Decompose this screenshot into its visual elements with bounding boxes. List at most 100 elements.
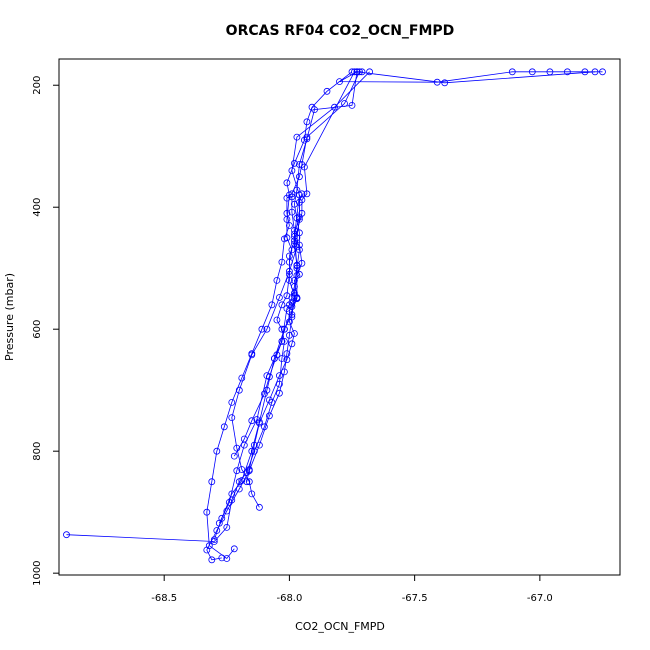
data-point — [218, 514, 226, 522]
data-point — [283, 179, 291, 187]
data-point — [263, 386, 271, 394]
data-point — [208, 478, 216, 486]
data-point — [599, 68, 606, 76]
series-line — [231, 71, 370, 508]
data-point — [213, 447, 221, 455]
data-point — [591, 68, 599, 76]
chart-title: ORCAS RF04 CO2_OCN_FMPD — [226, 23, 455, 39]
data-point — [288, 294, 296, 301]
data-point — [298, 161, 306, 168]
data-point — [366, 68, 374, 76]
series-1 — [336, 68, 606, 86]
data-point — [295, 173, 303, 181]
data-point — [298, 209, 306, 217]
data-point — [278, 301, 286, 309]
data-point — [288, 340, 296, 348]
data-point — [228, 490, 236, 498]
data-point — [285, 276, 293, 284]
series-8 — [210, 193, 301, 543]
data-point — [288, 208, 296, 216]
data-point — [258, 325, 266, 333]
series-line — [206, 71, 360, 560]
data-point — [265, 412, 273, 420]
data-point — [263, 325, 271, 333]
data-point — [250, 441, 258, 449]
x-tick-label: -68.5 — [151, 593, 177, 604]
series-3 — [203, 68, 599, 564]
series-4 — [203, 68, 363, 562]
data-point — [275, 380, 283, 388]
data-point — [341, 100, 348, 107]
data-point — [255, 503, 263, 511]
data-point — [260, 390, 268, 398]
data-point — [278, 325, 286, 333]
data-point — [245, 478, 253, 486]
data-point — [290, 233, 298, 240]
data-point — [255, 441, 263, 449]
data-point — [285, 301, 293, 309]
data-point — [63, 531, 70, 539]
data-point — [240, 435, 248, 443]
data-point — [238, 374, 246, 382]
data-point — [311, 106, 318, 113]
series-line — [206, 71, 596, 561]
data-point — [248, 351, 256, 359]
data-point — [293, 294, 301, 301]
data-point — [285, 331, 293, 339]
data-point — [528, 68, 536, 76]
data-point — [581, 68, 589, 76]
data-point — [275, 372, 283, 380]
data-point — [353, 68, 361, 76]
data-point — [275, 389, 283, 397]
data-point — [278, 258, 286, 266]
data-point — [233, 467, 241, 475]
data-point — [248, 447, 256, 455]
data-point — [336, 78, 343, 85]
x-tick-label: -67.5 — [402, 593, 428, 604]
data-point — [205, 542, 213, 550]
data-point — [295, 191, 303, 199]
data-point — [268, 301, 276, 309]
data-point — [293, 261, 301, 269]
data-point — [293, 133, 301, 141]
y-axis: 200 400 600 800 1000 — [32, 76, 59, 586]
data-point — [273, 276, 281, 284]
data-point — [203, 508, 211, 516]
data-point — [288, 167, 296, 175]
data-point — [230, 452, 238, 460]
data-point — [243, 478, 251, 486]
data-point — [308, 103, 316, 111]
data-point — [210, 536, 218, 543]
data-point — [248, 490, 256, 498]
series-line — [233, 193, 303, 457]
series-9 — [243, 191, 303, 486]
data-point — [235, 485, 243, 493]
data-point — [275, 294, 283, 301]
data-point — [280, 235, 288, 243]
data-point — [303, 118, 311, 126]
data-point — [300, 163, 308, 171]
data-point — [283, 194, 291, 202]
data-point — [441, 79, 449, 87]
data-point — [303, 135, 311, 143]
series-6 — [215, 68, 361, 527]
data-point — [285, 308, 293, 315]
series-line — [246, 194, 300, 482]
data-point — [283, 292, 291, 300]
data-point — [348, 102, 356, 109]
data-point — [285, 222, 293, 229]
data-point — [220, 423, 228, 431]
data-point — [283, 356, 291, 364]
x-axis: -68.5 -68.0 -67.5 -67.0 — [151, 575, 553, 604]
y-tick-label: 800 — [32, 442, 43, 461]
data-point — [228, 398, 236, 406]
data-point — [238, 477, 246, 484]
data-point — [295, 246, 303, 254]
data-point — [285, 318, 293, 326]
data-point — [255, 419, 263, 427]
data-point — [278, 355, 286, 362]
data-point — [273, 316, 281, 324]
data-point — [303, 190, 311, 198]
data-point — [290, 159, 298, 167]
